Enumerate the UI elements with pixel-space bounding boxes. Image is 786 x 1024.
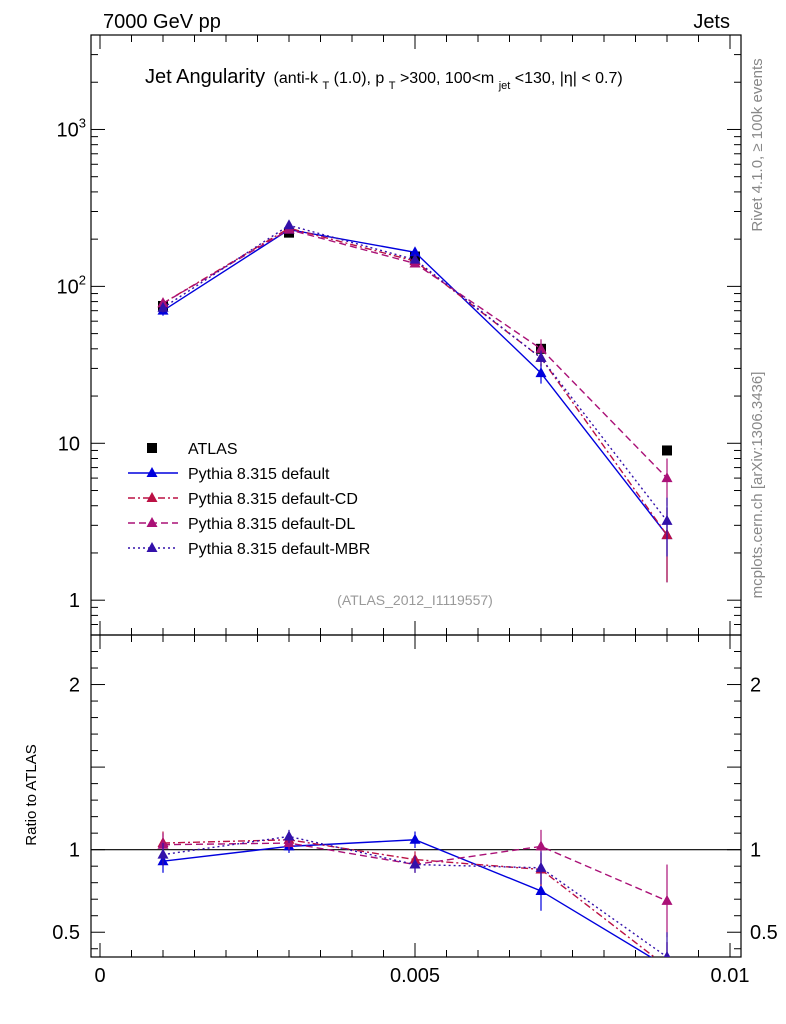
plot-title-sub-2: (1.0), p <box>334 70 385 87</box>
legend: ATLAS Pythia 8.315 default Pythia 8.315 de… <box>128 441 370 558</box>
y-tick-label: 102 <box>57 272 86 298</box>
x-tick-label: 0.01 <box>711 965 750 987</box>
main-point-default <box>535 367 547 378</box>
plot-title-sub-3: >300, 100<m <box>400 70 494 87</box>
main-point-mbr <box>409 253 421 264</box>
main-point-mbr <box>535 351 547 362</box>
main-axis-ticks: 1 10 102 103 <box>57 34 741 636</box>
y-tick-label: 1 <box>69 590 80 612</box>
legend-label-dl: Pythia 8.315 default-DL <box>188 516 355 533</box>
y-tick-label: 103 <box>57 115 86 141</box>
ratio-point-dl <box>535 840 547 851</box>
main-point-mbr <box>157 301 169 312</box>
ratio-axis-ticks: 0.5 0.5 1 1 2 2 0 0.005 0.01 <box>52 635 778 987</box>
plot-title: Jet Angularity (anti-k T (1.0), p T >300… <box>145 66 623 93</box>
main-point-dl <box>535 342 547 353</box>
legend-marker-atlas <box>147 443 157 453</box>
ratio-point-dl <box>661 894 673 905</box>
ratio-y-tick-label-right: 2 <box>750 675 761 697</box>
header-right: Jets <box>693 11 730 33</box>
ratio-point-mbr <box>157 848 169 859</box>
ratio-y-tick-label-right: 0.5 <box>750 922 778 944</box>
main-point-mbr <box>661 514 673 525</box>
ratio-point-default <box>409 833 421 844</box>
legend-label-cd: Pythia 8.315 default-CD <box>188 491 358 508</box>
legend-label-mbr: Pythia 8.315 default-MBR <box>188 541 370 558</box>
main-series-line-default <box>162 228 668 536</box>
ratio-y-tick-label-right: 1 <box>750 840 761 862</box>
ratio-point-mbr <box>283 830 295 841</box>
plot-title-sub-m: jet <box>498 80 511 92</box>
plot-title-sub-p: T <box>389 80 396 92</box>
ratio-y-tick-label-left: 1 <box>69 840 80 862</box>
plot-title-main: Jet Angularity <box>145 66 265 88</box>
main-plot-data <box>157 219 673 583</box>
main-series-line-cd <box>162 227 668 536</box>
main-point-atlas <box>662 445 672 456</box>
ratio-y-axis-label: Ratio to ATLAS <box>23 744 40 845</box>
ratio-y-tick-label-left: 0.5 <box>52 922 80 944</box>
x-tick-label: 0.005 <box>390 965 440 987</box>
plot-title-sub-1: (anti-k <box>274 70 319 87</box>
ratio-point-default <box>535 884 547 895</box>
plot-title-sub-4: <130, |η| < 0.7) <box>515 70 623 87</box>
main-point-mbr <box>283 219 295 230</box>
legend-marker-cd <box>146 492 158 502</box>
legend-marker-default <box>146 467 158 477</box>
header-left: 7000 GeV pp <box>103 11 221 33</box>
ratio-plot-data <box>157 829 673 957</box>
analysis-tag: (ATLAS_2012_I1119557) <box>337 592 493 608</box>
legend-label-default: Pythia 8.315 default <box>188 466 330 483</box>
y-tick-label: 10 <box>58 433 80 455</box>
ratio-point-mbr <box>663 951 671 957</box>
legend-label-atlas: ATLAS <box>188 441 238 458</box>
main-point-default <box>409 246 421 257</box>
ratio-point-mbr <box>409 858 421 869</box>
plot-title-sub-k: T <box>322 80 329 92</box>
rivet-label: Rivet 4.1.0, ≥ 100k events <box>749 58 766 231</box>
ratio-plot-frame <box>90 634 742 958</box>
ratio-point-mbr <box>535 861 547 872</box>
x-tick-label: 0 <box>94 965 105 987</box>
legend-marker-mbr <box>146 542 158 552</box>
main-point-dl <box>661 472 673 483</box>
mcplots-label: mcplots.cern.ch [arXiv:1306.3436] <box>749 372 766 599</box>
ratio-clip-group <box>157 829 673 957</box>
legend-marker-dl <box>146 517 158 527</box>
ratio-y-tick-label-left: 2 <box>69 675 80 697</box>
